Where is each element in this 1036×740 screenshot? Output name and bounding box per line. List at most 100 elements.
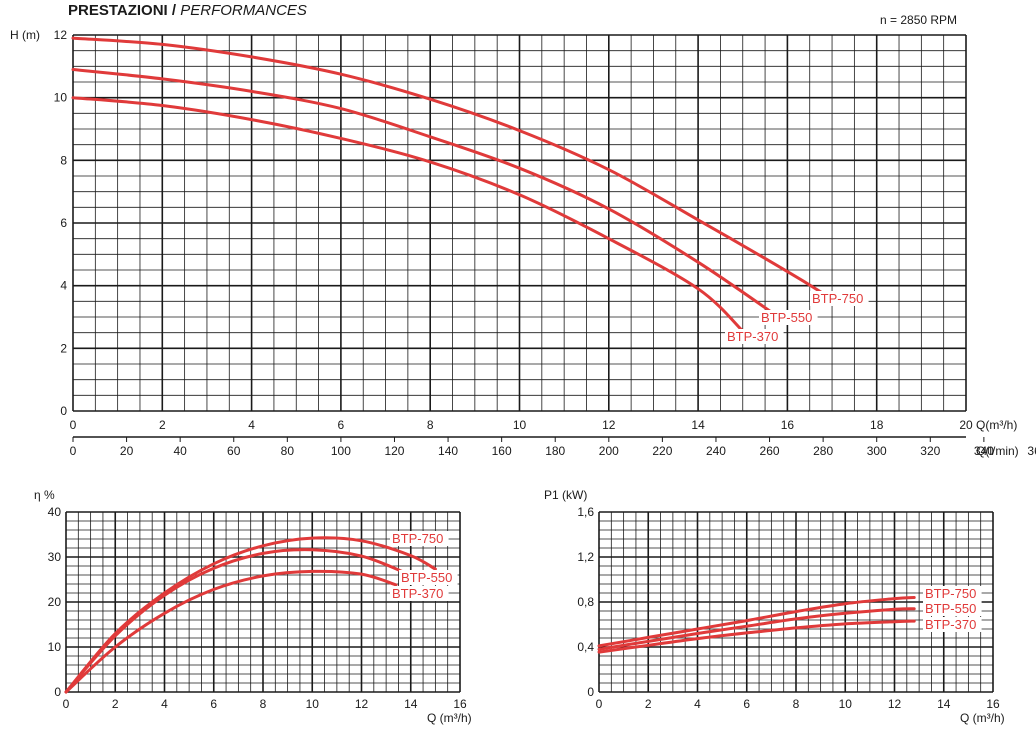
lmin-tick: 140	[438, 444, 458, 458]
pow-x-tick: 8	[793, 697, 800, 711]
eff-y-tick: 40	[48, 505, 62, 519]
eff-x-tick: 16	[453, 697, 467, 711]
pow-y-tick: 1,6	[577, 505, 594, 519]
head-x-tick: 0	[70, 418, 77, 432]
head-label-bg	[725, 329, 784, 344]
eff-label-bg	[399, 570, 458, 585]
lmin-tick: 200	[599, 444, 619, 458]
head-x-tick: 4	[248, 418, 255, 432]
pow-curve-btp-370	[597, 619, 916, 654]
title-bold: PRESTAZIONI /	[68, 2, 177, 19]
eff-y-label: η %	[34, 488, 55, 502]
pow-y-tick: 0,4	[577, 640, 594, 654]
head-label-bg	[759, 310, 818, 325]
pow-y-tick: 0,8	[577, 595, 594, 609]
lmin-tick: 240	[706, 444, 726, 458]
head-y-tick: 12	[54, 28, 68, 42]
title-italic: PERFORMANCES	[180, 2, 307, 19]
eff-x-tick: 8	[260, 697, 267, 711]
eff-x-tick: 10	[306, 697, 320, 711]
lmin-tick: 280	[813, 444, 833, 458]
pow-curve-btp-750	[597, 596, 916, 648]
head-label-bg	[810, 291, 869, 306]
eff-label-btp-550: BTP-550	[401, 570, 452, 585]
pow-x-tick: 4	[694, 697, 701, 711]
pow-curve-btp-550	[597, 607, 916, 651]
head-y-tick: 4	[60, 279, 67, 293]
head-x-tick: 14	[691, 418, 705, 432]
rpm-label: n = 2850 RPM	[880, 13, 958, 27]
pow-y-label: P1 (kW)	[544, 488, 587, 502]
pow-x-tick: 2	[645, 697, 652, 711]
eff-x-tick: 12	[355, 697, 369, 711]
eff-label-bg	[390, 586, 449, 601]
pow-x-tick: 6	[743, 697, 750, 711]
pow-x-tick: 16	[986, 697, 1000, 711]
lmin-tick: 160	[492, 444, 512, 458]
head-x-tick: 10	[513, 418, 527, 432]
head-label-btp-750: BTP-750	[812, 291, 863, 306]
lmin-tick: 300	[867, 444, 887, 458]
pow-x-tick: 14	[937, 697, 951, 711]
lmin-label: Q(l/min)	[976, 444, 1019, 458]
lmin-tick: 260	[760, 444, 780, 458]
lmin-tick: 100	[331, 444, 351, 458]
pow-label-btp-370: BTP-370	[925, 617, 976, 632]
eff-y-tick: 20	[48, 595, 62, 609]
head-x-tick: 18	[870, 418, 884, 432]
head-y-tick: 6	[60, 216, 67, 230]
lmin-tick: 20	[120, 444, 134, 458]
eff-label-btp-370: BTP-370	[392, 586, 443, 601]
head-y-tick: 10	[54, 91, 68, 105]
head-x-tick: 20	[959, 418, 973, 432]
lmin-tick: 80	[281, 444, 295, 458]
lmin-tick: 340	[974, 444, 994, 458]
pow-label-btp-550: BTP-550	[925, 601, 976, 616]
eff-x-tick: 14	[404, 697, 418, 711]
pow-label-bg	[923, 601, 982, 616]
eff-curve-btp-550	[64, 548, 405, 694]
lmin-tick: 360	[1027, 444, 1036, 458]
pow-label-btp-750: BTP-750	[925, 586, 976, 601]
eff-x-tick: 2	[112, 697, 119, 711]
pow-x-tick: 12	[888, 697, 902, 711]
eff-x-tick: 4	[161, 697, 168, 711]
head-y-label: H (m)	[10, 28, 40, 42]
pow-x-label: Q (m³/h)	[960, 711, 1005, 725]
head-label-btp-370: BTP-370	[727, 329, 778, 344]
eff-label-btp-750: BTP-750	[392, 531, 443, 546]
head-x-tick: 16	[781, 418, 795, 432]
head-y-tick: 2	[60, 341, 67, 355]
pow-x-tick: 0	[596, 697, 603, 711]
head-x-tick: 8	[427, 418, 434, 432]
head-x-tick: 12	[602, 418, 616, 432]
head-y-tick: 8	[60, 153, 67, 167]
head-x-label: Q(m³/h)	[976, 418, 1017, 432]
pow-y-tick: 0	[587, 685, 594, 699]
head-label-btp-550: BTP-550	[761, 310, 812, 325]
eff-y-tick: 0	[54, 685, 61, 699]
head-curve-btp-370	[71, 96, 745, 333]
eff-curve-btp-370	[64, 569, 398, 694]
lmin-tick: 40	[173, 444, 187, 458]
pow-label-bg	[923, 586, 982, 601]
lmin-tick: 220	[652, 444, 672, 458]
pow-y-tick: 1,2	[577, 550, 594, 564]
head-x-tick: 2	[159, 418, 166, 432]
head-x-tick: 6	[338, 418, 345, 432]
eff-curve-btp-750	[64, 536, 437, 694]
lmin-tick: 180	[545, 444, 565, 458]
lmin-tick: 320	[920, 444, 940, 458]
lmin-tick: 60	[227, 444, 241, 458]
head-curve-btp-750	[71, 36, 825, 295]
head-y-tick: 0	[60, 404, 67, 418]
pow-x-tick: 10	[839, 697, 853, 711]
lmin-tick: 120	[384, 444, 404, 458]
eff-x-tick: 0	[63, 697, 70, 711]
eff-y-tick: 10	[48, 640, 62, 654]
eff-x-tick: 6	[210, 697, 217, 711]
eff-y-tick: 30	[48, 550, 62, 564]
eff-label-bg	[390, 531, 449, 546]
page-title: PRESTAZIONI / PERFORMANCES	[68, 2, 307, 19]
